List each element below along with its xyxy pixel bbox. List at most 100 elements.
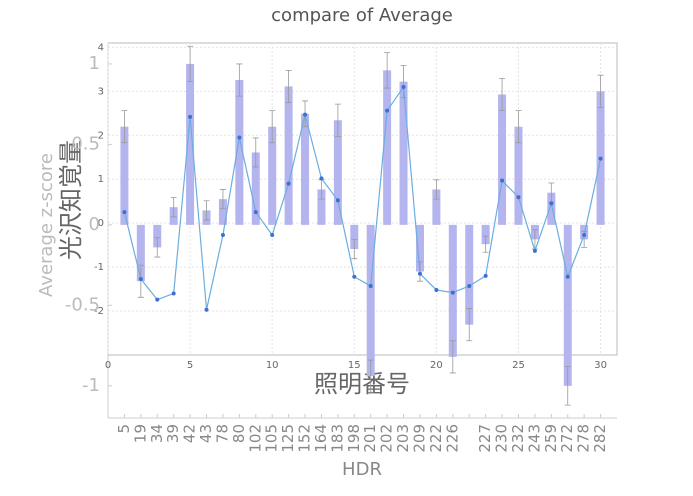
- error-bar: [564, 366, 571, 406]
- bar: [481, 224, 490, 245]
- y-tick-label: -2: [94, 306, 104, 317]
- x-tick-label: 102: [246, 424, 264, 453]
- x-tick-label: 202: [378, 424, 396, 453]
- error-bar: [384, 52, 391, 89]
- point: [335, 198, 340, 203]
- point: [253, 210, 258, 215]
- point: [237, 135, 242, 140]
- error-bar: [269, 110, 276, 144]
- point: [220, 233, 225, 238]
- y-axis-label: Average z-score: [36, 153, 57, 297]
- point: [138, 276, 143, 281]
- point: [483, 273, 488, 278]
- error-bar: [466, 308, 473, 342]
- bar: [284, 86, 293, 225]
- bar: [415, 224, 424, 272]
- bar: [251, 152, 260, 225]
- x-tick-label: 259: [542, 424, 560, 453]
- line: [123, 85, 602, 310]
- y-tick-label: 1: [98, 174, 104, 185]
- point: [385, 108, 390, 113]
- point: [286, 181, 291, 186]
- error-bar: [236, 63, 243, 97]
- point: [352, 274, 357, 279]
- error-bar: [154, 237, 161, 258]
- point: [565, 274, 570, 279]
- x-tick-label: 15: [348, 360, 361, 371]
- point: [188, 114, 193, 119]
- bar: [432, 189, 441, 225]
- x-tick-label: 227: [476, 424, 494, 453]
- point: [303, 112, 308, 117]
- y-tick-label: 0: [98, 218, 104, 229]
- x-tick-label: 43: [197, 424, 215, 443]
- x-tick-label: 80: [230, 424, 248, 443]
- x-axis-label: 照明番号: [314, 370, 410, 398]
- x-tick-label: 78: [213, 424, 231, 443]
- x-tick-label: 243: [525, 424, 543, 453]
- bar: [563, 224, 572, 386]
- error-bar: [137, 264, 144, 298]
- x-tick-label: 282: [591, 424, 609, 453]
- error-bar: [219, 189, 226, 210]
- x-tick-label: 25: [512, 360, 525, 371]
- bar: [136, 224, 145, 282]
- chart-title: compare of Average: [271, 5, 453, 26]
- bar: [498, 94, 507, 225]
- x-tick-label: 19: [131, 424, 149, 443]
- x-tick-label: 5: [115, 424, 133, 434]
- point: [401, 84, 406, 89]
- x-tick-label: 222: [427, 424, 445, 453]
- point: [582, 233, 587, 238]
- x-tick-label: 5: [187, 360, 193, 371]
- point: [270, 233, 275, 238]
- x-tick-label: 272: [558, 424, 576, 453]
- x-tick-label: 125: [279, 424, 297, 453]
- point: [450, 290, 455, 295]
- x-tick-label: 226: [443, 424, 461, 453]
- x-tick-label: 0: [105, 360, 111, 371]
- bar: [268, 126, 277, 225]
- error-bar: [433, 179, 440, 200]
- bar: [186, 63, 195, 225]
- bar: [350, 224, 359, 250]
- error-bar: [482, 235, 489, 253]
- bar: [383, 70, 392, 225]
- y-tick-label: 1: [89, 53, 100, 74]
- error-bar: [203, 200, 210, 221]
- bar: [333, 120, 342, 225]
- x-tick-label: 232: [509, 424, 527, 453]
- x-tick-label: 10: [266, 360, 279, 371]
- bar: [120, 126, 129, 225]
- bar: [301, 113, 310, 225]
- x-tick-label: 42: [181, 424, 199, 443]
- bar: [514, 126, 523, 225]
- x-tick-label: 39: [164, 424, 182, 443]
- x-tick-label: 198: [345, 424, 363, 453]
- bar: [399, 81, 408, 225]
- x-tick-label: 164: [312, 424, 330, 453]
- x-tick-label: 34: [148, 424, 166, 443]
- error-bar: [449, 340, 456, 374]
- point: [204, 307, 209, 312]
- bar: [218, 199, 227, 225]
- x-tick-label: 30: [594, 360, 607, 371]
- x-tick-label: 203: [394, 424, 412, 453]
- point: [319, 176, 324, 181]
- error-bar: [334, 103, 341, 137]
- point: [122, 210, 127, 215]
- x-tick-label: 20: [430, 360, 443, 371]
- bar: [153, 224, 162, 248]
- error-bar: [285, 69, 292, 103]
- y-tick-label: -1: [82, 375, 100, 396]
- error-bar: [515, 110, 522, 144]
- error-bar: [597, 74, 604, 108]
- error-bar: [170, 197, 177, 218]
- x-axis-label: HDR: [342, 459, 382, 480]
- y-tick-label: 0.5: [71, 133, 100, 154]
- y-axis-label: 光沢知覚量: [57, 140, 85, 260]
- bar: [317, 189, 326, 225]
- error-bar: [351, 238, 358, 260]
- x-tick-label: 209: [410, 424, 428, 453]
